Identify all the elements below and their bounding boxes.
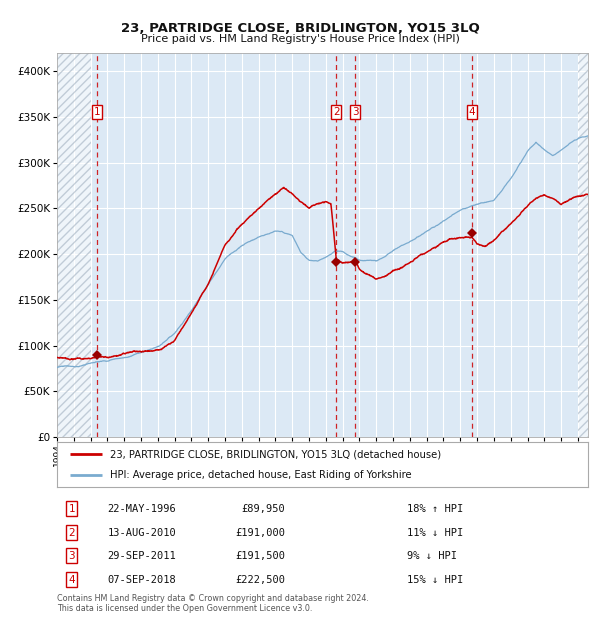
- Text: HPI: Average price, detached house, East Riding of Yorkshire: HPI: Average price, detached house, East…: [110, 469, 412, 480]
- Text: 2: 2: [68, 528, 75, 538]
- Text: £191,500: £191,500: [235, 551, 286, 560]
- Text: £191,000: £191,000: [235, 528, 286, 538]
- Text: 15% ↓ HPI: 15% ↓ HPI: [407, 575, 464, 585]
- Text: 9% ↓ HPI: 9% ↓ HPI: [407, 551, 457, 560]
- Text: 29-SEP-2011: 29-SEP-2011: [107, 551, 176, 560]
- Text: 1: 1: [68, 503, 75, 514]
- Text: 13-AUG-2010: 13-AUG-2010: [107, 528, 176, 538]
- Text: 23, PARTRIDGE CLOSE, BRIDLINGTON, YO15 3LQ: 23, PARTRIDGE CLOSE, BRIDLINGTON, YO15 3…: [121, 22, 479, 35]
- Text: 3: 3: [68, 551, 75, 560]
- Text: 4: 4: [68, 575, 75, 585]
- Text: 18% ↑ HPI: 18% ↑ HPI: [407, 503, 464, 514]
- Text: 07-SEP-2018: 07-SEP-2018: [107, 575, 176, 585]
- Text: 2: 2: [333, 107, 340, 117]
- Text: 22-MAY-1996: 22-MAY-1996: [107, 503, 176, 514]
- Text: £222,500: £222,500: [235, 575, 286, 585]
- Text: 11% ↓ HPI: 11% ↓ HPI: [407, 528, 464, 538]
- Text: 4: 4: [469, 107, 475, 117]
- Text: 1: 1: [94, 107, 100, 117]
- Text: Contains HM Land Registry data © Crown copyright and database right 2024.: Contains HM Land Registry data © Crown c…: [57, 595, 369, 603]
- Text: Price paid vs. HM Land Registry's House Price Index (HPI): Price paid vs. HM Land Registry's House …: [140, 34, 460, 44]
- Text: 3: 3: [352, 107, 358, 117]
- Text: £89,950: £89,950: [242, 503, 286, 514]
- Text: 23, PARTRIDGE CLOSE, BRIDLINGTON, YO15 3LQ (detached house): 23, PARTRIDGE CLOSE, BRIDLINGTON, YO15 3…: [110, 449, 441, 459]
- Text: This data is licensed under the Open Government Licence v3.0.: This data is licensed under the Open Gov…: [57, 604, 313, 613]
